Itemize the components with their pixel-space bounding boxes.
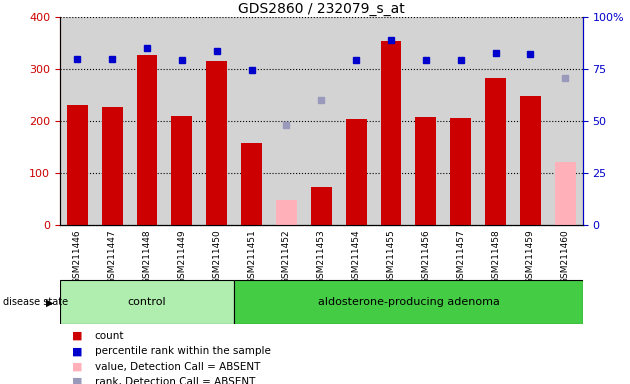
Bar (381, 41, 401, 225)
Text: GSM211459: GSM211459 (526, 229, 535, 284)
Bar (485, 78, 506, 225)
Text: ■: ■ (72, 331, 83, 341)
Bar (171, 116, 192, 225)
Text: aldosterone-producing adenoma: aldosterone-producing adenoma (318, 297, 500, 308)
Bar (415, 117, 437, 225)
Bar (101, 108, 123, 225)
Text: GSM211458: GSM211458 (491, 229, 500, 284)
Text: GSM211449: GSM211449 (178, 229, 186, 284)
Text: GSM211450: GSM211450 (212, 229, 221, 284)
Bar (346, 119, 367, 225)
Text: ■: ■ (72, 362, 83, 372)
Text: ▶: ▶ (46, 297, 54, 308)
Bar (276, 200, 297, 225)
Text: ■: ■ (72, 346, 83, 356)
Title: GDS2860 / 232079_s_at: GDS2860 / 232079_s_at (238, 2, 404, 16)
Bar (60, 280, 234, 324)
Text: rank, Detection Call = ABSENT: rank, Detection Call = ABSENT (94, 377, 255, 384)
Bar (137, 55, 158, 225)
Bar (241, 143, 262, 225)
Text: ■: ■ (72, 377, 83, 384)
Text: GSM211453: GSM211453 (317, 229, 326, 284)
Text: control: control (128, 297, 166, 308)
Bar (206, 61, 227, 225)
Bar (555, 162, 576, 225)
Text: GSM211452: GSM211452 (282, 229, 291, 284)
Text: GSM211455: GSM211455 (387, 229, 396, 284)
Text: disease state: disease state (3, 297, 68, 308)
Bar (67, 106, 88, 225)
Text: count: count (94, 331, 124, 341)
Text: GSM211460: GSM211460 (561, 229, 570, 284)
Text: percentile rank within the sample: percentile rank within the sample (94, 346, 270, 356)
Text: GSM211457: GSM211457 (456, 229, 465, 284)
Bar (520, 96, 541, 225)
Text: GSM211448: GSM211448 (142, 229, 151, 284)
Bar (234, 280, 583, 324)
Text: GSM211447: GSM211447 (108, 229, 117, 284)
Bar (450, 118, 471, 225)
Bar (311, 187, 332, 225)
Text: GSM211456: GSM211456 (421, 229, 430, 284)
Text: value, Detection Call = ABSENT: value, Detection Call = ABSENT (94, 362, 260, 372)
Text: GSM211446: GSM211446 (73, 229, 82, 284)
Text: GSM211454: GSM211454 (352, 229, 360, 284)
Text: GSM211451: GSM211451 (247, 229, 256, 284)
